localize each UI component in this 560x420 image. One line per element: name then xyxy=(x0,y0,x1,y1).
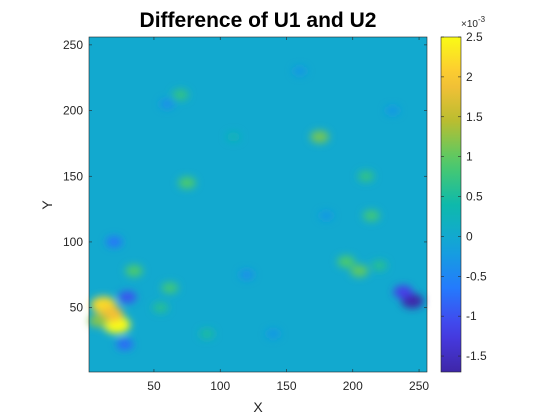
y-tick-label: 50 xyxy=(70,301,84,315)
colorbar-tick-label: 0.5 xyxy=(466,190,483,204)
heatmap-feature xyxy=(357,170,375,182)
y-tick-label: 150 xyxy=(63,169,83,183)
heatmap-feature xyxy=(106,236,123,248)
heatmap-feature xyxy=(310,130,329,144)
x-tick-label: 200 xyxy=(343,379,363,393)
colorbar-tick-label: 0 xyxy=(466,229,473,243)
colorbar-multiplier: ×10-3 xyxy=(461,15,486,30)
heatmap-feature xyxy=(152,302,169,313)
colorbar-tick-label: 1.5 xyxy=(466,110,483,124)
heatmap-feature xyxy=(178,177,196,189)
heatmap-feature xyxy=(172,89,189,101)
heatmap-background xyxy=(89,37,427,372)
y-tick-label: 100 xyxy=(63,235,83,249)
colorbar-tick-label: -1.5 xyxy=(466,349,487,363)
heatmap-feature xyxy=(239,269,254,280)
colorbar-ticks: -1.5 -1 -0.5 0 0.5 1 1.5 2 2.5 xyxy=(441,30,487,363)
colorbar-tick-label: 2.5 xyxy=(466,30,483,44)
heatmap-feature xyxy=(226,132,241,142)
heatmap-feature xyxy=(371,260,388,271)
heatmap-feature xyxy=(116,338,134,351)
heatmap-feature xyxy=(319,211,334,221)
heatmap-feature xyxy=(292,66,307,76)
heatmap-feature xyxy=(385,105,400,116)
x-tick-label: 100 xyxy=(210,379,230,393)
colorbar-gradient xyxy=(441,37,461,372)
x-axis-label: X xyxy=(253,399,263,415)
colorbar-tick-label: -1 xyxy=(466,309,477,323)
heatmap-features xyxy=(88,66,424,351)
axes-box xyxy=(88,36,428,373)
y-tick-label: 200 xyxy=(63,104,83,118)
plot-area xyxy=(88,36,428,373)
y-axis-label: Y xyxy=(39,200,55,210)
colorbar-frame xyxy=(440,36,462,373)
heatmap-feature xyxy=(266,329,281,339)
heatmap-feature xyxy=(161,282,179,294)
y-tick-label: 250 xyxy=(63,38,83,52)
heatmap-feature xyxy=(88,314,108,328)
heatmap-feature xyxy=(393,285,413,299)
chart-title: Difference of U1 and U2 xyxy=(140,9,377,32)
heatmap-feature xyxy=(199,328,215,339)
heatmap-feature xyxy=(350,264,369,277)
colorbar-tick-label: 2 xyxy=(466,70,473,84)
heatmap-feature xyxy=(125,265,143,277)
heatmap-feature xyxy=(160,99,175,109)
x-tick-label: 150 xyxy=(276,379,296,393)
colorbar: -1.5 -1 -0.5 0 0.5 1 1.5 2 2.5 ×10-3 xyxy=(440,15,487,373)
x-tick-label: 50 xyxy=(147,379,161,393)
colorbar-tick-label: 1 xyxy=(466,150,473,164)
y-axis-ticks: 50 100 150 200 250 xyxy=(63,38,427,315)
heatmap-feature xyxy=(362,210,380,222)
x-tick-label: 250 xyxy=(409,379,429,393)
heatmap-feature xyxy=(118,291,137,304)
colorbar-tick-label: -0.5 xyxy=(466,269,487,283)
x-axis-ticks: 50 100 150 200 250 xyxy=(147,37,429,393)
heatmap-feature xyxy=(337,255,355,268)
